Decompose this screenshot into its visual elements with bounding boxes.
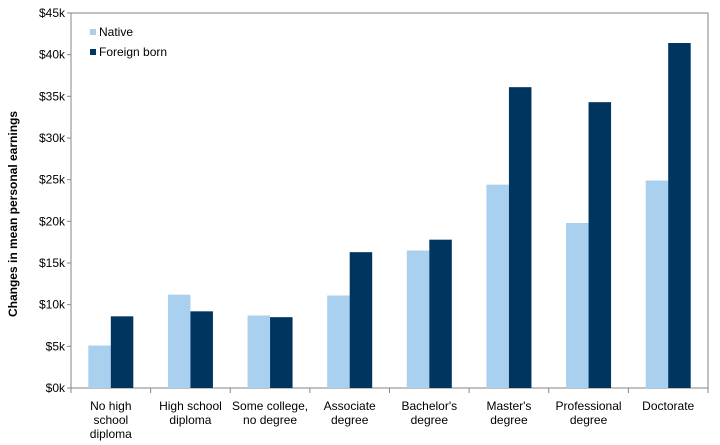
bar-foreign-born [270, 317, 293, 388]
y-tick-label: $10k [39, 298, 66, 312]
legend-label: Foreign born [99, 45, 167, 59]
y-tick-label: $45k [39, 6, 66, 20]
y-tick-label: $0k [46, 381, 66, 395]
y-axis-label: Changes in mean personal earnings [6, 111, 20, 317]
bar-native [566, 223, 589, 388]
bar-native [327, 295, 350, 388]
y-tick-label: $30k [39, 131, 66, 145]
bar-foreign-born [668, 43, 691, 388]
y-tick-label: $40k [39, 48, 66, 62]
bar-foreign-born [429, 239, 452, 388]
bar-native [645, 180, 669, 388]
bar-foreign-born [349, 252, 373, 388]
y-tick-label: $5k [46, 339, 66, 353]
bars [88, 43, 691, 389]
legend-label: Native [99, 25, 133, 39]
x-tick-label: High school diploma [159, 399, 222, 427]
x-tick-label: Doctorate [642, 399, 694, 413]
bar-foreign-born [508, 87, 532, 389]
x-tick-label: Associate degree [324, 399, 376, 427]
legend: Native Foreign born [90, 25, 167, 59]
plot-frame [70, 12, 709, 389]
y-axis: $0k $5k $10k $15k $20k $25k $30k $35k $40k $45k [39, 6, 71, 395]
bar-foreign-born [190, 311, 213, 388]
y-tick-label: $35k [39, 89, 66, 103]
x-axis: No high school diploma High school diploma So… [70, 388, 709, 441]
bar-foreign-born [588, 102, 612, 389]
x-tick-label: Master's degree [486, 399, 531, 427]
y-tick-label: $20k [39, 214, 66, 228]
x-tick-label: No high school diploma [90, 399, 132, 441]
x-tick-label: Some college, no degree [232, 399, 308, 427]
bar-native [247, 315, 271, 388]
legend-swatch [90, 49, 96, 55]
x-tick-label: Bachelor's degree [401, 399, 457, 427]
bar-foreign-born [110, 316, 134, 388]
bar-native [88, 345, 111, 388]
y-tick-label: $25k [39, 173, 66, 187]
bar-native [486, 184, 509, 388]
y-tick-label: $15k [39, 256, 66, 270]
bar-native [167, 294, 191, 388]
bar-native [406, 250, 430, 388]
x-tick-label: Professional degree [556, 399, 622, 427]
legend-swatch [90, 29, 96, 35]
plot-border [70, 12, 709, 389]
